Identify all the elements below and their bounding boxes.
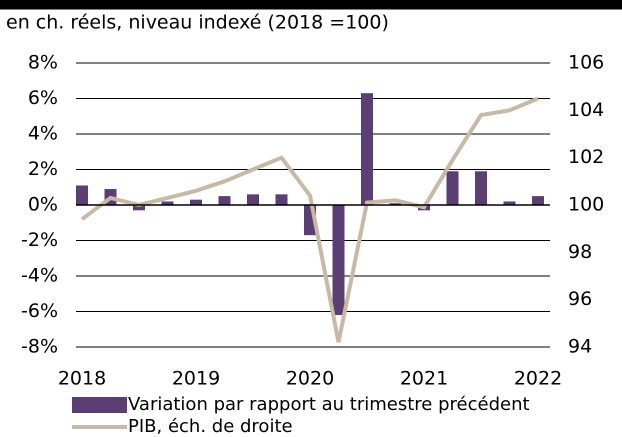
y-tick-label: 6% [28,87,58,109]
y2-tick-label: 98 [568,241,592,263]
y-tick-label: -8% [21,336,58,358]
y-tick-label: -4% [21,265,58,287]
y2-tick-label: 100 [568,194,604,216]
bar [475,171,487,205]
bar [76,185,88,205]
bar [247,194,259,205]
legend-label: PIB, éch. de droite [128,416,293,437]
bar [332,205,345,316]
x-tick-label: 2018 [58,368,106,390]
y2-tick-label: 102 [568,146,604,168]
y2-tick-label: 96 [568,288,592,310]
bar [190,199,202,205]
bar [161,201,174,205]
x-tick-label: 2021 [400,368,448,390]
y2-tick-label: 104 [568,99,604,121]
y-tick-label: 2% [28,158,58,180]
y-tick-label: 8% [28,52,58,74]
y-tick-label: 0% [28,194,58,216]
legend-label: Variation par rapport au trimestre précé… [128,394,530,415]
line [80,96,539,343]
y-tick-label: -6% [21,300,58,322]
bar [532,196,544,205]
y-tick-label: 4% [28,123,58,145]
legend-swatch [72,397,127,413]
bar [275,194,288,205]
y2-tick-label: 106 [568,52,604,74]
bar [133,205,145,211]
bar [218,196,231,205]
y2-tick-label: 94 [568,336,592,358]
bar [503,201,516,205]
bar [446,171,459,205]
header-bar [0,0,622,9]
chart-subtitle: en ch. réels, niveau indexé (2018 =100) [6,12,389,34]
x-tick-label: 2022 [514,368,562,390]
bar [361,93,373,205]
y-tick-label: -2% [21,229,58,251]
x-tick-label: 2019 [172,368,220,390]
bar [389,203,402,205]
x-tick-label: 2020 [286,368,334,390]
